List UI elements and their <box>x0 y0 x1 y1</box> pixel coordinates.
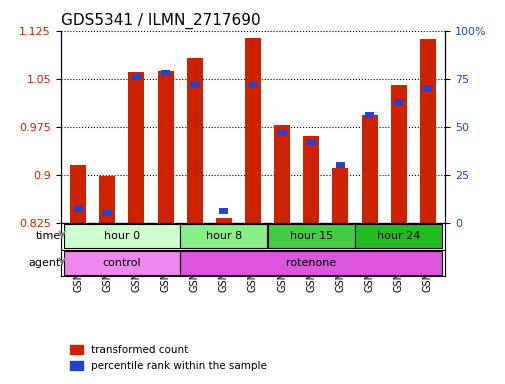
Text: hour 0: hour 0 <box>104 231 140 241</box>
Bar <box>365 112 373 118</box>
FancyBboxPatch shape <box>180 251 441 275</box>
FancyBboxPatch shape <box>64 251 180 275</box>
FancyBboxPatch shape <box>180 224 267 248</box>
Bar <box>103 210 112 216</box>
Bar <box>244 38 261 223</box>
Bar <box>74 206 82 212</box>
FancyBboxPatch shape <box>64 224 180 248</box>
Bar <box>335 162 344 168</box>
Bar <box>128 72 144 223</box>
Text: time: time <box>35 231 61 241</box>
Text: hour 8: hour 8 <box>206 231 241 241</box>
Bar <box>99 176 115 223</box>
Bar <box>186 58 203 223</box>
Bar <box>423 85 431 91</box>
Legend: transformed count, percentile rank within the sample: transformed count, percentile rank withi… <box>66 341 271 375</box>
Bar <box>216 218 231 223</box>
Bar <box>361 115 377 223</box>
Bar <box>248 81 257 87</box>
Bar <box>390 85 406 223</box>
Bar <box>219 208 228 214</box>
Text: rotenone: rotenone <box>285 258 336 268</box>
Text: GDS5341 / ILMN_2717690: GDS5341 / ILMN_2717690 <box>61 13 260 29</box>
Text: hour 15: hour 15 <box>289 231 332 241</box>
Bar <box>332 168 348 223</box>
Bar <box>306 139 315 145</box>
FancyBboxPatch shape <box>267 224 354 248</box>
Text: hour 24: hour 24 <box>376 231 420 241</box>
FancyBboxPatch shape <box>355 224 441 248</box>
Text: agent: agent <box>28 258 61 268</box>
Bar <box>161 70 170 76</box>
Bar <box>157 71 173 223</box>
Text: control: control <box>103 258 141 268</box>
Bar <box>132 74 140 79</box>
Bar <box>190 81 199 87</box>
Bar <box>70 165 86 223</box>
Bar <box>274 125 289 223</box>
Bar <box>419 39 435 223</box>
Bar <box>302 136 319 223</box>
Bar <box>277 129 286 135</box>
Bar <box>393 99 402 104</box>
